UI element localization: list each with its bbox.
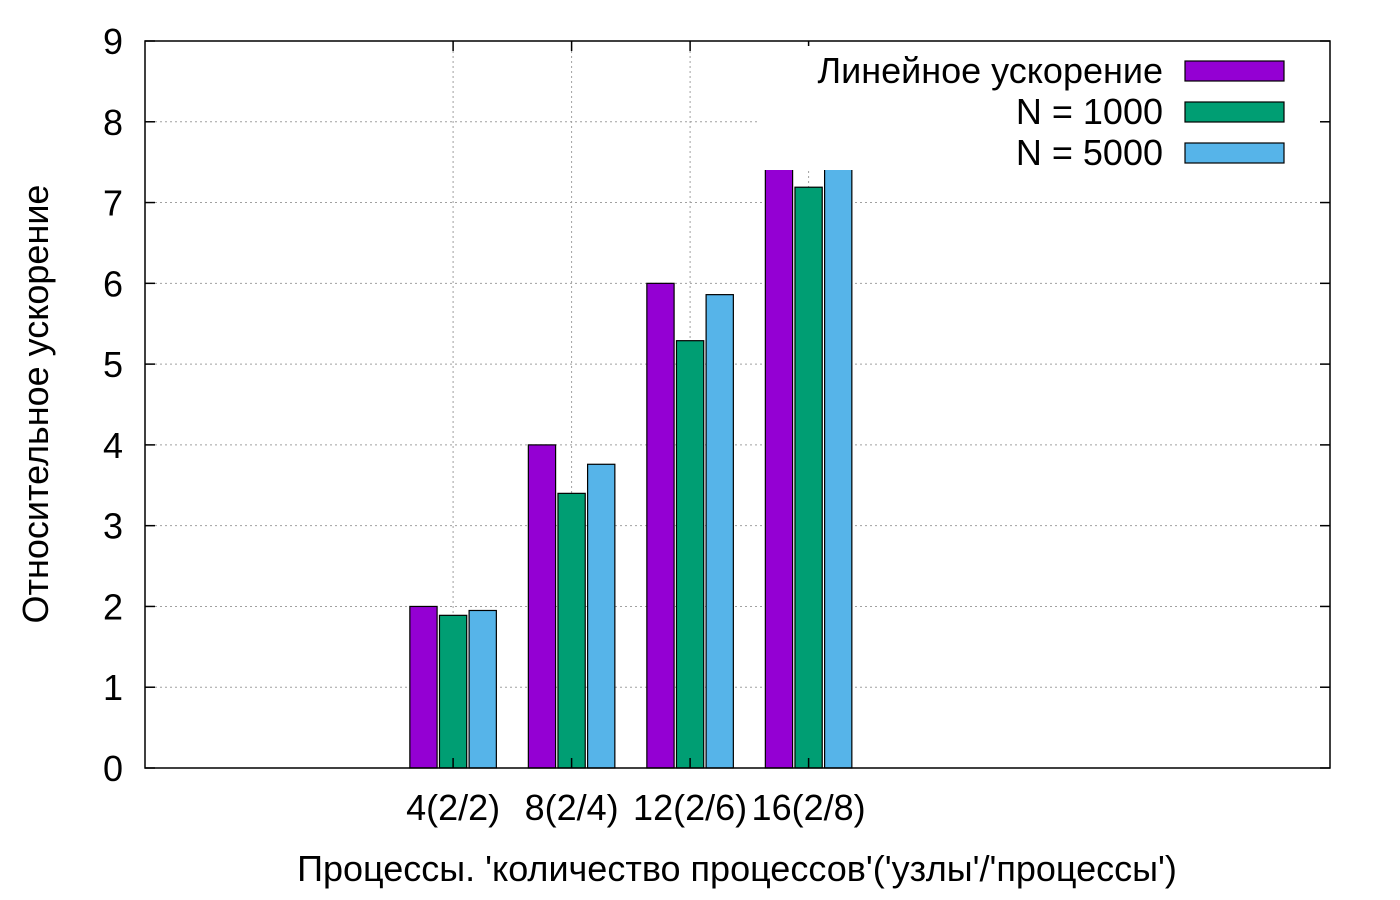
y-tick-label: 8 [103, 102, 123, 143]
y-tick-label: 7 [103, 183, 123, 224]
y-tick-label: 1 [103, 667, 123, 708]
bar [586, 463, 616, 769]
plot-frame [144, 40, 1331, 769]
y-tick-label: 6 [103, 263, 123, 304]
bar [438, 614, 468, 769]
bar [675, 340, 705, 769]
x-tick-labels: 4(2/2) 8(2/4) 12(2/6) 16(2/8) [406, 787, 866, 828]
y-tick-label: 9 [103, 21, 123, 62]
bar [468, 609, 497, 769]
y-tick-labels: 0 1 2 3 4 5 6 7 8 9 [103, 21, 123, 789]
x-tick-label: 4(2/2) [406, 787, 500, 828]
bar [409, 605, 438, 769]
y-tick-label: 3 [103, 506, 123, 547]
y-tick-label: 2 [103, 586, 123, 627]
legend-label: N = 5000 [1016, 132, 1163, 173]
legend-label: N = 1000 [1016, 91, 1163, 132]
bar [527, 444, 557, 769]
legend-swatch [1184, 101, 1285, 123]
y-axis-title: Относительное ускорение [15, 185, 56, 624]
x-tick-label: 8(2/4) [525, 787, 619, 828]
bar [557, 492, 586, 769]
bar [646, 282, 675, 769]
x-tick-label: 12(2/6) [633, 787, 747, 828]
bar [705, 294, 734, 769]
y-tick-label: 0 [103, 748, 123, 789]
legend-swatch [1184, 60, 1285, 82]
legend-label: Линейное ускорение [818, 50, 1164, 91]
bar [794, 186, 823, 769]
bar [823, 168, 853, 769]
x-tick-label: 16(2/8) [752, 787, 866, 828]
y-tick-label: 4 [103, 425, 123, 466]
bars [409, 121, 853, 769]
legend-swatch [1184, 142, 1285, 164]
x-axis-title: Процессы. 'количество процессов'('узлы'/… [297, 848, 1177, 889]
bar [764, 121, 794, 769]
y-tick-label: 5 [103, 344, 123, 385]
